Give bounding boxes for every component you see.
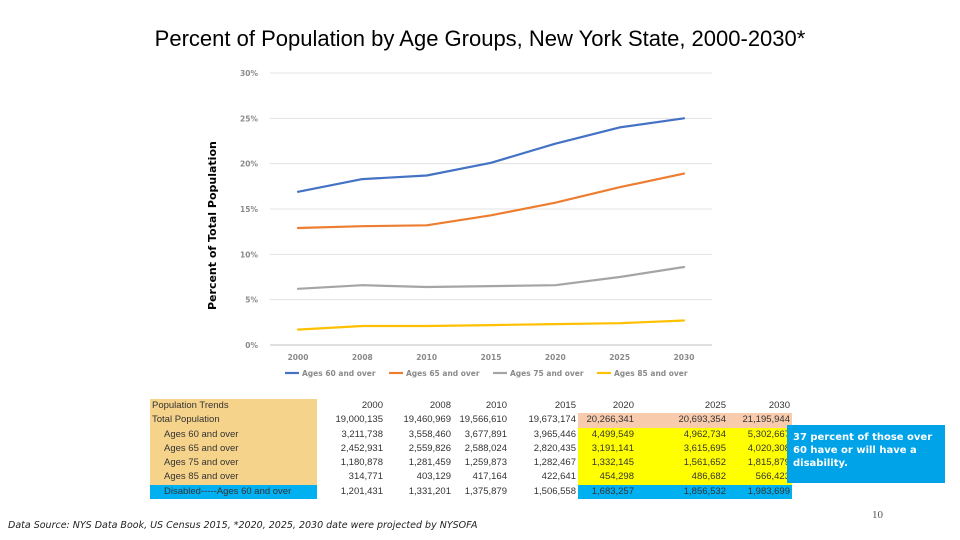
y-tick-label: 15% (240, 205, 258, 214)
page-number: 10 (872, 509, 883, 521)
x-tick-label: 2030 (674, 353, 695, 362)
table-cell: 3,558,460 (408, 428, 451, 440)
table-cell: 403,129 (416, 471, 451, 483)
table-cell: 4,020,308 (728, 441, 792, 457)
table-cell: 1,180,878 (340, 457, 383, 469)
table-cell: 21,195,944 (728, 413, 792, 428)
table-header-year: 2025 (704, 400, 726, 411)
table-cell: 3,191,141 (578, 441, 636, 457)
row-label: Ages 75 and over (150, 456, 317, 471)
table-cell: 5,302,667 (728, 427, 792, 442)
table-cell: 1,282,467 (533, 457, 576, 469)
table-cell: 2,588,024 (464, 442, 507, 454)
table-row: Disabled-----Ages 60 and over 1,201,431 … (150, 484, 792, 500)
legend-label: Ages 75 and over (510, 369, 584, 378)
table-cell: 4,962,734 (636, 427, 728, 442)
table-cell: 454,298 (578, 470, 636, 485)
y-tick-label: 20% (240, 160, 258, 169)
row-label: Ages 85 and over (150, 470, 317, 485)
table-header-year: 2010 (485, 400, 507, 411)
table-cell: 3,211,738 (341, 428, 383, 440)
table-cell: 2,452,931 (340, 442, 383, 454)
table-cell: 19,000,135 (335, 414, 383, 426)
table-header-year: 2000 (361, 400, 383, 411)
y-tick-label: 30% (240, 69, 258, 78)
table-cell: 2,559,826 (408, 442, 451, 454)
table-cell: 1,856,532 (636, 484, 728, 500)
table-cell: 422,641 (541, 471, 576, 483)
table-cell: 19,566,610 (459, 414, 507, 426)
legend-label: Ages 65 and over (406, 369, 480, 378)
table-cell: 2,820,435 (533, 442, 576, 454)
data-source-note: Data Source: NYS Data Book, US Census 20… (8, 520, 478, 531)
table-cell: 1,201,431 (340, 485, 383, 497)
table-row: Total Population 19,000,135 19,460,969 1… (150, 413, 792, 428)
population-trends-table: Population Trends 2000 2008 2010 2015 20… (150, 399, 792, 500)
table-header-year: 2015 (554, 400, 576, 411)
y-tick-label: 5% (245, 296, 258, 305)
table-header-label: Population Trends (150, 399, 317, 414)
disability-callout: 37 percent of those over 60 have or will… (787, 425, 945, 483)
y-tick-label: 0% (245, 341, 258, 350)
table-cell: 20,693,354 (636, 413, 728, 428)
table-cell: 417,164 (472, 471, 507, 483)
series-line (296, 319, 686, 331)
table-cell: 1,506,558 (533, 485, 576, 497)
table-header-year: 2008 (429, 400, 451, 411)
table-row: Ages 85 and over 314,771 403,129 417,164… (150, 470, 792, 485)
table-cell: 314,771 (348, 471, 383, 483)
series-line (296, 117, 686, 193)
y-tick-label: 25% (240, 114, 258, 123)
table-cell: 3,677,891 (464, 428, 507, 440)
table-cell: 1,683,257 (578, 484, 636, 500)
table-cell: 1,375,879 (464, 485, 507, 497)
table-cell: 566,423 (728, 470, 792, 485)
x-tick-label: 2025 (609, 353, 630, 362)
table-cell: 1,281,459 (408, 457, 451, 469)
x-tick-label: 2020 (545, 353, 566, 362)
series-line (296, 265, 686, 290)
table-cell: 19,673,174 (528, 414, 576, 426)
line-chart: 0% 5% 10% 15% 20% 25% 30% 2000 2008 2010 2015 2020 2… (240, 69, 712, 378)
chart-title: Percent of Population by Age Groups, New… (154, 26, 806, 51)
table-cell: 486,682 (636, 470, 728, 485)
table-cell: 3,615,695 (636, 441, 728, 457)
table-cell: 1,561,652 (636, 456, 728, 471)
x-tick-label: 2015 (481, 353, 502, 362)
table-cell: 1,259,873 (464, 457, 507, 469)
table-cell: 1,331,201 (408, 485, 451, 497)
row-label: Total Population (150, 413, 317, 428)
table-cell: 1,815,879 (728, 456, 792, 471)
row-label: Disabled-----Ages 60 and over (150, 484, 317, 500)
table-header-year: 2030 (768, 400, 790, 411)
row-label: Ages 65 and over (150, 441, 317, 457)
table-row: Ages 65 and over 2,452,931 2,559,826 2,5… (150, 441, 792, 457)
table-cell: 20,266,341 (578, 413, 636, 428)
table-row: Ages 75 and over 1,180,878 1,281,459 1,2… (150, 456, 792, 471)
table-cell: 1,983,699 (728, 484, 792, 500)
table-header-row: Population Trends 2000 2008 2010 2015 20… (150, 399, 792, 414)
series-line (296, 172, 686, 230)
x-tick-label: 2008 (352, 353, 373, 362)
y-tick-label: 10% (240, 250, 258, 259)
x-tick-label: 2000 (288, 353, 309, 362)
x-tick-label: 2010 (416, 353, 437, 362)
row-label: Ages 60 and over (150, 427, 317, 442)
table-header-year: 2020 (612, 400, 634, 411)
table-cell: 1,332,145 (578, 456, 636, 471)
legend-label: Ages 60 and over (302, 369, 376, 378)
table-cell: 19,460,969 (403, 414, 451, 426)
table-cell: 4,499,549 (578, 427, 636, 442)
legend-label: Ages 85 and over (614, 369, 688, 378)
table-row: Ages 60 and over 3,211,738 3,558,460 3,6… (150, 427, 792, 442)
table-cell: 3,965,446 (533, 428, 576, 440)
